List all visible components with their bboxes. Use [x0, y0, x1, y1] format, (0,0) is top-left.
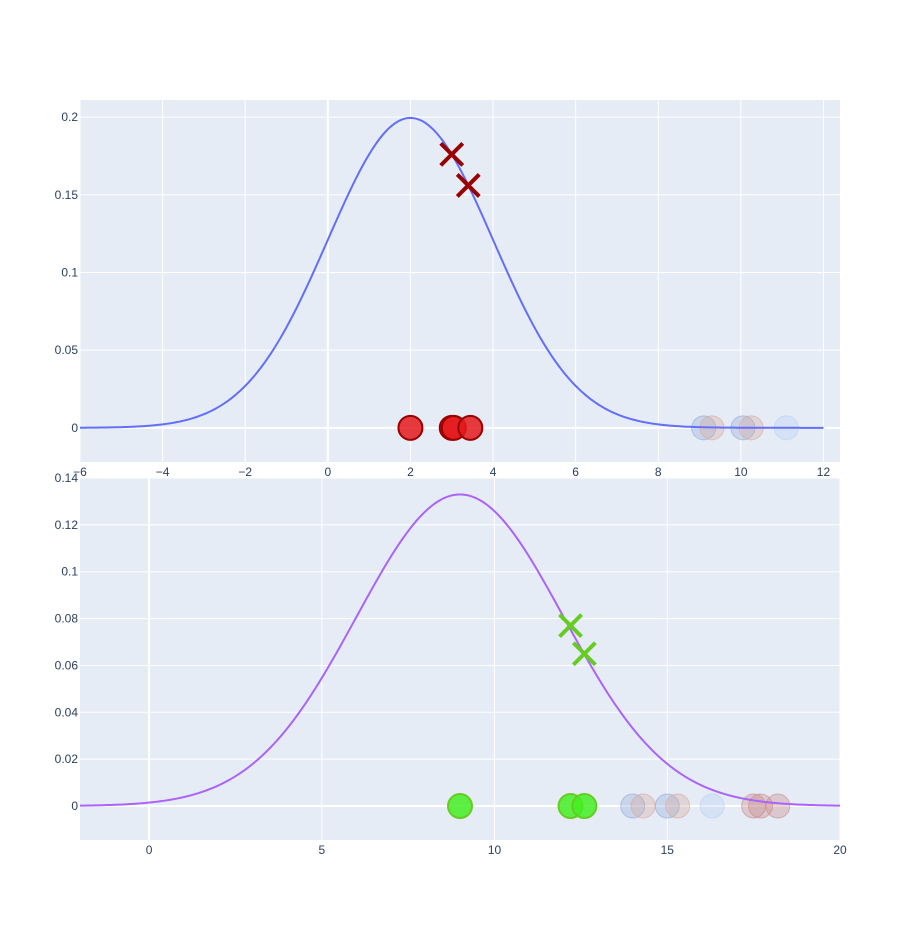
subplot-1-x-tick-label: 0	[324, 465, 331, 479]
subplot-2-x-tick-label: 0	[146, 843, 153, 857]
subplot-2-x-tick-label: 20	[833, 843, 847, 857]
subplot-2-faded-point	[699, 793, 725, 819]
subplot-2-x-marker	[571, 641, 597, 667]
subplot-1-x-tick-label: 6	[572, 465, 579, 479]
subplot-2-y-tick-label: 0.12	[55, 518, 79, 532]
subplot-1-x-tick-label: −4	[156, 465, 170, 479]
subplot-2-plot-background	[80, 478, 840, 840]
subplot-1-y-tick-label: 0.15	[55, 188, 79, 202]
subplot-2-y-tick-label: 0.08	[55, 612, 79, 626]
subplot-2-faded-point	[765, 793, 791, 819]
subplot-1-plot-background	[80, 100, 840, 462]
subplot-1-x-tick-label: −6	[73, 465, 87, 479]
subplot-1-x-tick-label: 12	[817, 465, 831, 479]
subplot-2: 0 5 10 15 20 0 0.02 0.04 0.06 0.08 0.1 0.12 0.14	[55, 471, 847, 857]
subplot-2-y-tick-label: 0.06	[55, 658, 79, 672]
subplot-2-faded-point	[654, 793, 680, 819]
subplot-2-faded-point	[620, 793, 646, 819]
subplot-2-x-tick-label: 5	[318, 843, 325, 857]
subplot-1: −6 −4 −2 0 2 4 6 8 10 12 0 0.05 0.1 0.15 0.2	[55, 100, 840, 479]
subplot-2-y-tick-label: 0.02	[55, 752, 79, 766]
subplot-2-x-marker	[558, 613, 583, 639]
subplot-1-y-tick-label: 0.1	[61, 265, 78, 279]
subplot-2-y-tick-label: 0.1	[61, 565, 78, 579]
subplot-1-x-tick-label: 2	[407, 465, 414, 479]
subplot-2-faded-point	[630, 793, 656, 819]
subplot-2-y-tick-label: 0.04	[55, 705, 79, 719]
subplot-2-point	[447, 793, 473, 820]
subplot-1-x-tick-label: −2	[238, 465, 252, 479]
subplot-2-x-tick-label: 15	[661, 843, 675, 857]
subplot-1-y-tick-label: 0	[71, 421, 78, 435]
subplot-1-plot-layer	[80, 116, 824, 441]
subplot-2-y-tick-label: 0.14	[55, 471, 79, 485]
subplot-2-y-tick-label: 0	[71, 799, 78, 813]
subplot-1-y-tick-label: 0.2	[61, 110, 78, 124]
subplot-1-x-marker	[439, 141, 465, 167]
subplot-1-y-tick-label: 0.05	[55, 343, 79, 357]
subplot-1-x-marker	[455, 173, 481, 198]
subplot-2-plot-layer	[80, 493, 840, 820]
subplot-1-point	[397, 414, 424, 441]
subplot-2-x-tick-label: 10	[488, 843, 502, 857]
subplot-2-point	[571, 793, 598, 820]
subplot-1-x-tick-label: 10	[734, 465, 748, 479]
subplot-1-x-tick-label: 4	[490, 465, 497, 479]
subplot-2-curve	[80, 493, 840, 807]
subplot-1-x-tick-label: 8	[655, 465, 662, 479]
subplot-1-point	[457, 414, 484, 441]
subplot-2-faded-point	[665, 793, 691, 819]
